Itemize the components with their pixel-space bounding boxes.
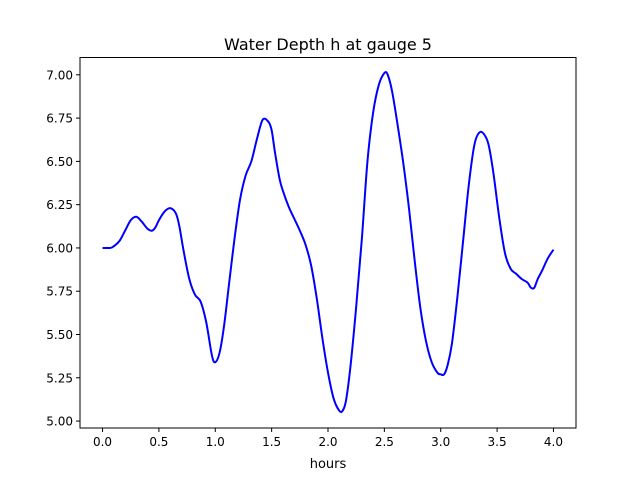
y-tick-label: 6.75	[46, 112, 73, 126]
x-tick-label: 0.0	[93, 435, 112, 449]
y-tick-label: 6.25	[46, 198, 73, 212]
y-tick-label: 5.75	[46, 285, 73, 299]
y-tick-label: 6.50	[46, 155, 73, 169]
axis-ticks: 0.0 0.5 1.0 1.5 2.0 2.5 3.0 3.5 4.0 5.00 5.25 5.50 5…	[46, 68, 563, 449]
y-tick-label: 5.25	[46, 371, 73, 385]
x-tick-label: 2.0	[318, 435, 337, 449]
x-tick-label: 3.5	[488, 435, 507, 449]
series-line	[102, 71, 555, 414]
plot-frame	[79, 57, 577, 429]
y-tick-label: 7.00	[46, 68, 73, 82]
x-tick-label: 2.5	[375, 435, 394, 449]
x-tick-label: 1.0	[206, 435, 225, 449]
y-tick-label: 6.00	[46, 241, 73, 255]
x-axis-label: hours	[310, 457, 347, 472]
x-tick-label: 0.5	[149, 435, 168, 449]
y-tick-label: 5.50	[46, 328, 73, 342]
chart-title: Water Depth h at gauge 5	[224, 35, 432, 54]
x-tick-label: 3.0	[431, 435, 450, 449]
y-tick-label: 5.00	[46, 415, 73, 429]
x-tick-label: 4.0	[544, 435, 563, 449]
x-tick-label: 1.5	[262, 435, 281, 449]
